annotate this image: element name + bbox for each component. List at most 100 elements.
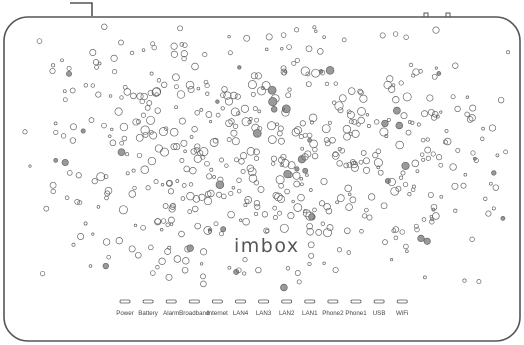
vent-hole xyxy=(254,117,259,123)
vent-hole xyxy=(307,261,312,267)
vent-hole xyxy=(212,175,216,179)
vent-hole xyxy=(405,129,412,136)
vent-hole xyxy=(278,183,284,189)
vent-hole xyxy=(373,158,383,168)
vent-hole xyxy=(144,105,151,111)
vent-hole xyxy=(189,167,197,175)
vent-hole xyxy=(304,150,312,158)
vent-hole xyxy=(115,237,123,245)
vent-hole xyxy=(91,178,98,185)
vent-hole xyxy=(240,104,249,113)
vent-hole xyxy=(60,133,67,139)
vent-hole xyxy=(69,137,77,144)
vent-hole xyxy=(351,119,358,125)
vent-hole xyxy=(280,283,288,292)
vent-hole xyxy=(191,205,199,213)
vent-hole xyxy=(268,97,278,107)
indicator-label: USB xyxy=(373,310,386,317)
vent-hole xyxy=(77,200,83,206)
vent-hole xyxy=(260,86,265,90)
vent-hole xyxy=(454,105,461,113)
led-light xyxy=(142,299,154,304)
vent-hole xyxy=(125,171,130,176)
vent-hole xyxy=(293,203,303,212)
vent-hole xyxy=(277,195,286,204)
vent-hole xyxy=(281,107,286,111)
vent-hole xyxy=(280,32,287,38)
vent-hole xyxy=(348,119,354,125)
vent-hole xyxy=(254,203,261,210)
vent-hole xyxy=(232,123,239,129)
vent-hole xyxy=(240,152,248,160)
vent-hole xyxy=(286,44,292,50)
vent-hole xyxy=(175,179,180,183)
vent-hole xyxy=(460,182,467,189)
vent-hole xyxy=(318,200,326,207)
vent-hole xyxy=(274,192,283,202)
vent-hole xyxy=(205,111,213,118)
vent-hole xyxy=(194,222,201,230)
vent-hole xyxy=(438,162,444,168)
vent-hole xyxy=(132,118,140,126)
vent-hole xyxy=(322,35,326,39)
vent-hole xyxy=(284,188,290,195)
vent-hole xyxy=(182,257,190,265)
vent-hole xyxy=(200,280,207,288)
vent-hole xyxy=(392,96,400,104)
indicator-internet: Internet xyxy=(207,299,228,317)
vent-hole xyxy=(432,212,440,220)
vent-hole xyxy=(312,25,317,30)
vent-hole xyxy=(343,132,351,141)
led-light xyxy=(235,299,246,304)
vent-hole xyxy=(178,230,185,238)
vent-hole xyxy=(199,262,204,266)
vent-hole xyxy=(236,111,241,116)
vent-hole xyxy=(163,126,169,131)
vent-hole xyxy=(147,90,154,97)
vent-hole xyxy=(136,152,143,159)
vent-hole xyxy=(145,185,151,191)
indicator-lan3: LAN3 xyxy=(256,299,272,317)
vent-hole xyxy=(123,88,132,96)
vent-hole xyxy=(321,124,331,134)
vent-hole xyxy=(366,124,371,128)
vent-hole xyxy=(421,217,427,222)
vent-hole xyxy=(132,185,137,191)
vent-hole xyxy=(358,89,364,96)
vent-hole xyxy=(308,113,318,123)
vent-hole xyxy=(142,131,149,138)
vent-hole xyxy=(311,68,320,78)
vent-hole xyxy=(279,223,289,233)
indicator-label: Broadband xyxy=(179,310,210,317)
vent-hole xyxy=(281,159,290,168)
vent-hole xyxy=(204,160,210,167)
vent-hole xyxy=(395,185,402,192)
vent-hole xyxy=(347,192,352,197)
vent-hole xyxy=(320,221,325,226)
vent-hole xyxy=(167,188,175,195)
vent-hole xyxy=(114,107,123,116)
vent-hole xyxy=(393,106,401,115)
vent-hole xyxy=(177,25,183,32)
vent-hole xyxy=(186,192,195,201)
vent-hole xyxy=(246,164,255,173)
vent-hole xyxy=(464,111,470,117)
vent-hole xyxy=(305,211,315,221)
vent-hole xyxy=(236,188,242,194)
vent-hole xyxy=(103,174,109,179)
vent-hole xyxy=(382,239,388,245)
vent-hole xyxy=(306,222,313,230)
vent-hole xyxy=(358,159,364,165)
vent-hole xyxy=(392,226,400,233)
vent-hole xyxy=(325,207,333,215)
vent-hole xyxy=(332,266,339,274)
vent-hole xyxy=(346,250,352,255)
vent-hole xyxy=(270,106,278,113)
vent-hole xyxy=(200,248,208,256)
vent-hole xyxy=(332,151,339,158)
led-light xyxy=(396,299,408,304)
vent-hole xyxy=(376,165,381,170)
vent-hole xyxy=(119,95,124,100)
vent-hole xyxy=(287,161,296,170)
vent-hole xyxy=(224,97,234,106)
